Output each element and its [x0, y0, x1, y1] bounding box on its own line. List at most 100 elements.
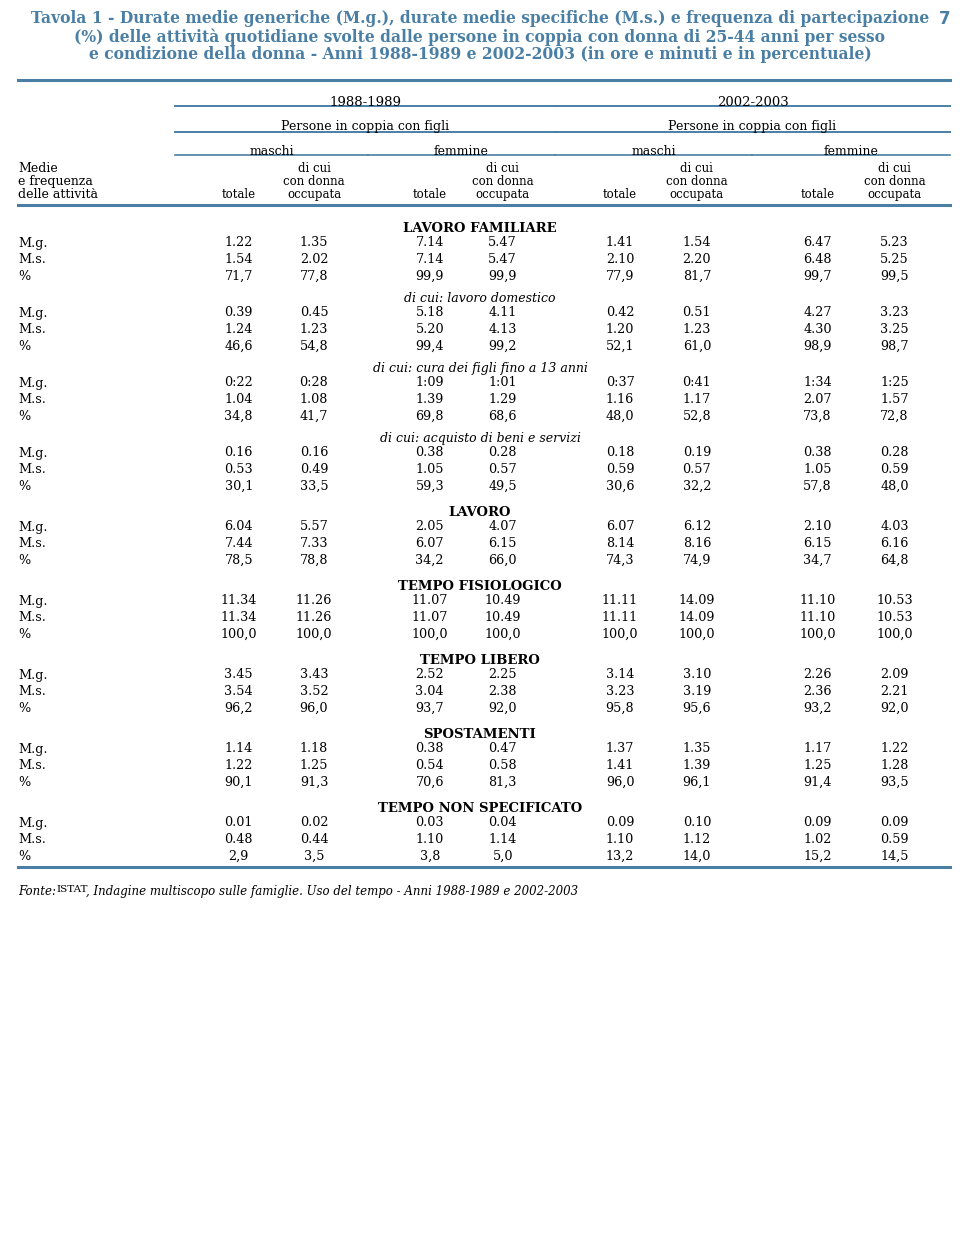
Text: 3.10: 3.10: [683, 669, 711, 681]
Text: 0.03: 0.03: [416, 817, 444, 829]
Text: 2.25: 2.25: [489, 669, 516, 681]
Text: Persone in coppia con figli: Persone in coppia con figli: [281, 120, 449, 132]
Text: 54,8: 54,8: [300, 339, 328, 353]
Text: 14.09: 14.09: [679, 612, 715, 624]
Text: M.g.: M.g.: [18, 817, 47, 829]
Text: di cui: lavoro domestico: di cui: lavoro domestico: [404, 292, 556, 305]
Text: e condizione della donna - Anni 1988-1989 e 2002-2003 (in ore e minuti e in perc: e condizione della donna - Anni 1988-198…: [88, 46, 872, 63]
Text: 5.25: 5.25: [880, 253, 909, 266]
Text: 3.54: 3.54: [225, 685, 253, 698]
Text: 0.04: 0.04: [489, 817, 516, 829]
Text: 98,7: 98,7: [880, 339, 909, 353]
Text: M.g.: M.g.: [18, 743, 47, 755]
Text: 99,2: 99,2: [489, 339, 516, 353]
Text: 90,1: 90,1: [225, 775, 252, 789]
Text: 1:25: 1:25: [880, 376, 909, 390]
Text: 0.44: 0.44: [300, 833, 328, 846]
Text: 1:01: 1:01: [489, 376, 516, 390]
Text: 1.14: 1.14: [225, 743, 252, 755]
Text: 6.47: 6.47: [804, 236, 831, 250]
Text: 1.35: 1.35: [300, 236, 328, 250]
Text: 13,2: 13,2: [606, 849, 635, 863]
Text: con donna: con donna: [864, 175, 925, 188]
Text: ISTAT: ISTAT: [56, 885, 87, 894]
Text: M.s.: M.s.: [18, 612, 46, 624]
Text: 1.17: 1.17: [683, 392, 711, 406]
Text: 1.22: 1.22: [225, 236, 252, 250]
Text: 0.19: 0.19: [683, 447, 711, 459]
Text: occupata: occupata: [287, 188, 341, 201]
Text: 71,7: 71,7: [225, 270, 252, 282]
Text: %: %: [18, 849, 31, 863]
Text: maschi: maschi: [250, 145, 294, 158]
Text: 70,6: 70,6: [416, 775, 444, 789]
Text: 5.47: 5.47: [489, 236, 516, 250]
Text: 98,9: 98,9: [804, 339, 831, 353]
Text: 0:41: 0:41: [683, 376, 711, 390]
Text: 48,0: 48,0: [880, 479, 909, 493]
Text: 15,2: 15,2: [804, 849, 831, 863]
Text: 48,0: 48,0: [606, 410, 635, 422]
Text: 11.34: 11.34: [221, 612, 257, 624]
Text: 68,6: 68,6: [489, 410, 516, 422]
Text: 100,0: 100,0: [221, 628, 257, 640]
Text: 5,0: 5,0: [492, 849, 513, 863]
Text: 0.16: 0.16: [300, 447, 328, 459]
Text: 78,5: 78,5: [225, 553, 253, 567]
Text: 6.15: 6.15: [489, 537, 516, 550]
Text: 34,7: 34,7: [804, 553, 831, 567]
Text: 99,9: 99,9: [489, 270, 516, 282]
Text: 46,6: 46,6: [225, 339, 252, 353]
Text: 8.16: 8.16: [683, 537, 711, 550]
Text: femmine: femmine: [824, 145, 878, 158]
Text: 0:22: 0:22: [225, 376, 253, 390]
Text: con donna: con donna: [666, 175, 728, 188]
Text: 0.51: 0.51: [683, 307, 711, 319]
Text: 1.39: 1.39: [416, 392, 444, 406]
Text: 3.19: 3.19: [683, 685, 711, 698]
Text: 0.01: 0.01: [225, 817, 252, 829]
Text: 2.38: 2.38: [489, 685, 516, 698]
Text: 11.07: 11.07: [412, 594, 448, 608]
Text: 0.09: 0.09: [606, 817, 635, 829]
Text: 4.27: 4.27: [804, 307, 831, 319]
Text: 3.23: 3.23: [880, 307, 909, 319]
Text: 100,0: 100,0: [296, 628, 332, 640]
Text: 0.38: 0.38: [416, 447, 444, 459]
Text: 0.45: 0.45: [300, 307, 328, 319]
Text: 11.10: 11.10: [800, 594, 835, 608]
Text: M.g.: M.g.: [18, 669, 47, 681]
Text: 4.13: 4.13: [489, 323, 516, 335]
Text: di cui: cura dei figli fino a 13 anni: di cui: cura dei figli fino a 13 anni: [372, 361, 588, 375]
Text: occupata: occupata: [475, 188, 530, 201]
Text: 1.18: 1.18: [300, 743, 328, 755]
Text: 96,0: 96,0: [606, 775, 635, 789]
Text: 33,5: 33,5: [300, 479, 328, 493]
Text: con donna: con donna: [283, 175, 345, 188]
Text: 3.23: 3.23: [606, 685, 635, 698]
Text: 99,4: 99,4: [416, 339, 444, 353]
Text: 1.04: 1.04: [225, 392, 252, 406]
Text: 77,9: 77,9: [606, 270, 635, 282]
Text: M.g.: M.g.: [18, 520, 47, 534]
Text: 7.14: 7.14: [416, 253, 444, 266]
Text: 11.26: 11.26: [296, 594, 332, 608]
Text: 0:28: 0:28: [300, 376, 328, 390]
Text: 14,0: 14,0: [683, 849, 711, 863]
Text: Tavola 1 - Durate medie generiche (M.g.), durate medie specifiche (M.s.) e frequ: Tavola 1 - Durate medie generiche (M.g.)…: [31, 10, 929, 27]
Text: 3,5: 3,5: [303, 849, 324, 863]
Text: 1:09: 1:09: [416, 376, 444, 390]
Text: 4.07: 4.07: [489, 520, 516, 534]
Text: 3.14: 3.14: [606, 669, 635, 681]
Text: M.s.: M.s.: [18, 323, 46, 335]
Text: TEMPO NON SPECIFICATO: TEMPO NON SPECIFICATO: [378, 802, 582, 815]
Text: %: %: [18, 410, 31, 422]
Text: 32,2: 32,2: [683, 479, 711, 493]
Text: 2002-2003: 2002-2003: [716, 97, 788, 109]
Text: 1.28: 1.28: [880, 759, 909, 773]
Text: 3.04: 3.04: [416, 685, 444, 698]
Text: 100,0: 100,0: [602, 628, 638, 640]
Text: 4.11: 4.11: [489, 307, 516, 319]
Text: 0.59: 0.59: [606, 463, 635, 475]
Text: (%) delle attività quotidiane svolte dalle persone in coppia con donna di 25-44 : (%) delle attività quotidiane svolte dal…: [75, 28, 885, 46]
